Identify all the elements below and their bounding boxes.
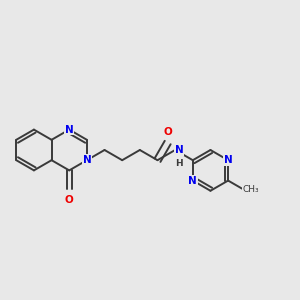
Text: N: N — [175, 145, 184, 155]
Text: H: H — [176, 159, 183, 168]
Text: N: N — [82, 155, 91, 165]
Text: N: N — [65, 124, 74, 135]
Text: N: N — [188, 176, 197, 186]
Text: CH₃: CH₃ — [243, 185, 260, 194]
Text: O: O — [65, 195, 74, 205]
Text: O: O — [163, 127, 172, 137]
Text: N: N — [224, 155, 233, 165]
